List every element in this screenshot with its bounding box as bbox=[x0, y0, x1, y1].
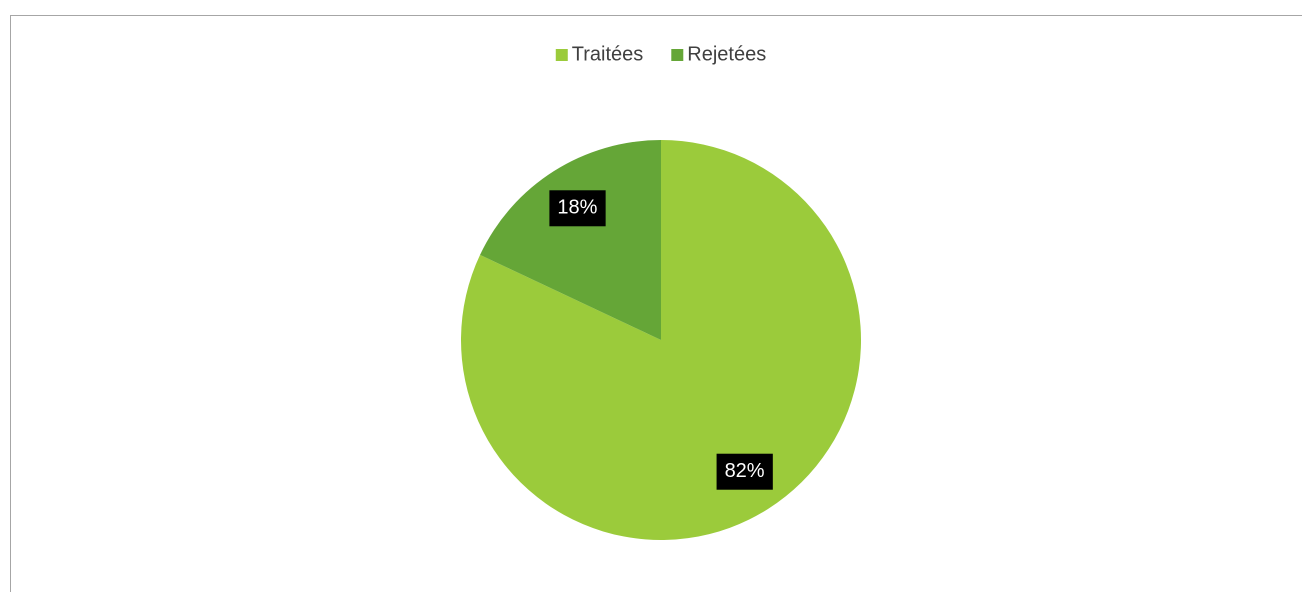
data-label-bg bbox=[549, 190, 606, 227]
data-label: 18% bbox=[557, 197, 597, 219]
legend-swatch bbox=[555, 49, 568, 61]
legend-label: Traitées bbox=[572, 43, 644, 65]
legend-label: Rejetées bbox=[687, 43, 766, 65]
legend-swatch bbox=[671, 49, 684, 61]
pie-slice bbox=[480, 140, 661, 340]
data-label: 82% bbox=[725, 460, 765, 482]
data-label-bg bbox=[716, 453, 773, 490]
